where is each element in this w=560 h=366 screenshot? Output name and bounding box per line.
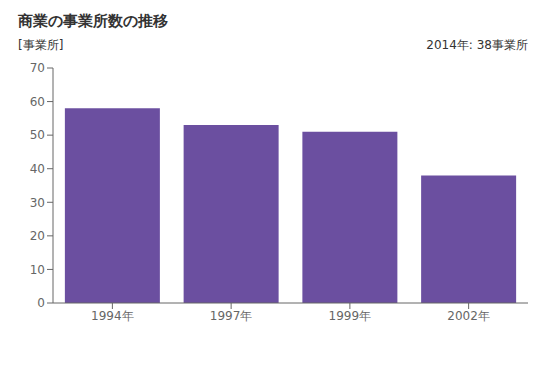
svg-text:10: 10 <box>30 263 45 277</box>
svg-text:20: 20 <box>30 229 45 243</box>
html-text:2014年: 38事業所: 2014年: 38事業所 <box>426 38 528 52</box>
svg-text:2002年: 2002年 <box>447 309 490 323</box>
svg-text:1997年: 1997年 <box>210 309 253 323</box>
html-text:商業の事業所数の推移: 商業の事業所数の推移 <box>18 12 168 30</box>
svg-text:0: 0 <box>37 296 45 310</box>
svg-text:40: 40 <box>30 162 45 176</box>
svg-text:60: 60 <box>30 95 45 109</box>
svg-text:30: 30 <box>30 196 45 210</box>
svg-text:1999年: 1999年 <box>329 309 372 323</box>
svg-text:70: 70 <box>30 61 45 75</box>
html-text:[事業所]: [事業所] <box>18 38 64 52</box>
svg-text:50: 50 <box>30 128 45 142</box>
svg-text:1994年: 1994年 <box>91 309 134 323</box>
